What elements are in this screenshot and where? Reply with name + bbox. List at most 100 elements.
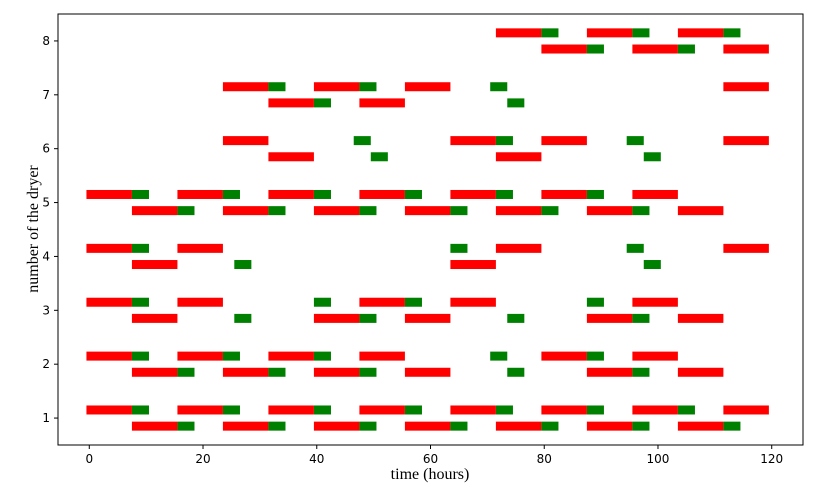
dryer-1-upper-red-bar-10 — [541, 405, 587, 415]
dryer-7-lower-red-bar-0 — [268, 98, 314, 108]
dryer-7-lower-green-bar-1 — [313, 98, 331, 108]
dryer-5-lower-red-bar-2 — [222, 206, 269, 216]
dryer-5-upper-red-bar-8 — [450, 189, 496, 199]
dryer-3-lower-red-bar-8 — [677, 313, 724, 323]
dryer-1-upper-green-bar-11 — [586, 405, 604, 415]
dryer-3-upper-green-bar-7 — [586, 297, 604, 307]
dryer-4-upper-red-bar-6 — [723, 243, 769, 253]
dryer-5-upper-red-bar-6 — [359, 189, 405, 199]
dryer-3-upper-green-bar-1 — [131, 297, 149, 307]
dryer-3-upper-green-bar-5 — [404, 297, 422, 307]
dryer-1-upper-green-bar-7 — [404, 405, 422, 415]
dryer-1-lower-red-bar-4 — [313, 421, 360, 431]
dryer-5-upper-red-bar-0 — [86, 189, 132, 199]
dryer-1-lower-red-bar-2 — [222, 421, 269, 431]
dryer-5-upper-red-bar-10 — [541, 189, 587, 199]
y-tick-label: 5 — [42, 196, 50, 210]
dryer-2-upper-red-bar-6 — [359, 351, 405, 361]
dryer-1-upper-red-bar-14 — [723, 405, 769, 415]
dryer-1-upper-red-bar-8 — [450, 405, 496, 415]
dryer-3-upper-red-bar-0 — [86, 297, 132, 307]
dryer-8-upper-red-bar-2 — [586, 28, 633, 38]
dryer-1-upper-red-bar-4 — [268, 405, 314, 415]
dryer-2-upper-red-bar-0 — [86, 351, 132, 361]
dryer-1-lower-red-bar-6 — [404, 421, 451, 431]
y-tick-label: 4 — [42, 249, 50, 263]
dryer-6-lower-red-bar-2 — [495, 152, 542, 162]
dryer-3-upper-red-bar-4 — [359, 297, 405, 307]
dryer-8-lower-green-bar-3 — [677, 44, 695, 54]
dryer-4-lower-green-bar-1 — [234, 260, 252, 270]
dryer-3-lower-green-bar-7 — [632, 313, 650, 323]
dryer-4-upper-red-bar-4 — [495, 243, 542, 253]
dryer-2-upper-red-bar-8 — [541, 351, 587, 361]
dryer-6-lower-green-bar-1 — [370, 152, 388, 162]
dryer-5-lower-red-bar-8 — [495, 206, 542, 216]
x-tick-label: 40 — [309, 452, 324, 466]
dryer-3-lower-red-bar-6 — [586, 313, 633, 323]
dryer-2-lower-red-bar-0 — [131, 367, 178, 377]
dryer-1-upper-red-bar-12 — [632, 405, 678, 415]
dryer-8-upper-green-bar-1 — [541, 28, 559, 38]
x-tick-label: 120 — [760, 452, 783, 466]
dryer-7-upper-red-bar-4 — [404, 82, 451, 92]
x-tick-label: 20 — [195, 452, 210, 466]
dryer-5-lower-green-bar-11 — [632, 206, 650, 216]
dryer-3-lower-green-bar-5 — [507, 313, 525, 323]
x-axis: 0 20 40 60 80 100 120 — [85, 445, 783, 466]
dryer-2-upper-green-bar-3 — [222, 351, 240, 361]
x-tick-label: 100 — [647, 452, 670, 466]
dryer-8-lower-green-bar-1 — [586, 44, 604, 54]
dryer-5-lower-green-bar-9 — [541, 206, 559, 216]
dryer-3-lower-green-bar-1 — [234, 313, 252, 323]
dryer-6-upper-red-bar-2 — [450, 136, 496, 146]
dryer-5-upper-green-bar-11 — [586, 189, 604, 199]
dryer-7-upper-red-bar-6 — [723, 82, 769, 92]
dryer-7-upper-red-bar-0 — [222, 82, 269, 92]
dryer-3-upper-green-bar-3 — [313, 297, 331, 307]
dryer-8-lower-red-bar-0 — [541, 44, 587, 54]
dryer-5-lower-green-bar-3 — [268, 206, 286, 216]
dryer-1-lower-red-bar-12 — [677, 421, 724, 431]
dryer-7-upper-green-bar-3 — [359, 82, 377, 92]
dryer-5-lower-green-bar-1 — [177, 206, 195, 216]
y-tick-label: 2 — [42, 357, 50, 371]
dryer-5-upper-red-bar-12 — [632, 189, 678, 199]
dryer-8-upper-green-bar-5 — [723, 28, 741, 38]
dryer-7-upper-green-bar-1 — [268, 82, 286, 92]
dryer-2-upper-green-bar-9 — [586, 351, 604, 361]
dryer-1-lower-green-bar-9 — [541, 421, 559, 431]
dryer-2-lower-red-bar-10 — [677, 367, 724, 377]
dryer-1-upper-green-bar-3 — [222, 405, 240, 415]
dryer-7-upper-red-bar-2 — [313, 82, 360, 92]
dryer-5-lower-red-bar-0 — [131, 206, 178, 216]
dryer-1-upper-green-bar-9 — [495, 405, 513, 415]
y-tick-label: 7 — [42, 88, 50, 102]
x-tick-label: 60 — [423, 452, 438, 466]
y-tick-label: 6 — [42, 142, 50, 156]
dryer-5-lower-red-bar-10 — [586, 206, 633, 216]
dryer-3-upper-red-bar-2 — [177, 297, 223, 307]
y-tick-label: 3 — [42, 303, 50, 317]
dryer-5-lower-red-bar-4 — [313, 206, 360, 216]
dryer-4-lower-red-bar-2 — [450, 260, 496, 270]
dryer-2-upper-green-bar-5 — [313, 351, 331, 361]
dryer-5-upper-green-bar-3 — [222, 189, 240, 199]
dryer-7-upper-green-bar-5 — [490, 82, 508, 92]
y-axis: 1 2 3 4 5 6 7 8 — [42, 34, 58, 425]
dryer-6-lower-red-bar-0 — [268, 152, 314, 162]
dryer-5-upper-green-bar-9 — [495, 189, 513, 199]
dryer-1-lower-green-bar-3 — [268, 421, 286, 431]
dryer-2-upper-red-bar-4 — [268, 351, 314, 361]
dryer-1-lower-green-bar-7 — [450, 421, 468, 431]
dryer-6-lower-green-bar-3 — [643, 152, 661, 162]
bars-layer — [86, 28, 769, 431]
dryer-1-upper-red-bar-2 — [177, 405, 223, 415]
dryer-7-lower-red-bar-2 — [359, 98, 405, 108]
dryer-2-upper-green-bar-7 — [490, 351, 508, 361]
dryer-3-lower-green-bar-3 — [359, 313, 377, 323]
x-axis-label: time (hours) — [391, 466, 470, 483]
dryer-2-lower-green-bar-9 — [632, 367, 650, 377]
